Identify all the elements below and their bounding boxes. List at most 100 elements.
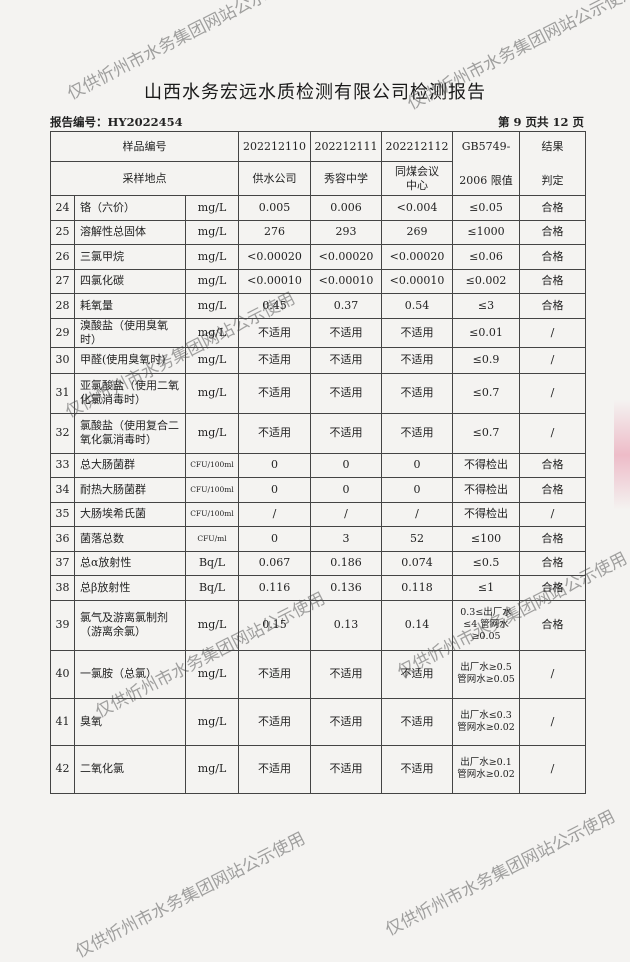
parameter-name: 耗氧量: [74, 293, 186, 319]
table-row: 42 二氧化氯 mg/L 不适用 不适用 不适用 出厂水≥0.1 管网水≥0.02/: [50, 744, 587, 794]
result: /: [519, 649, 587, 699]
value: 不适用: [381, 697, 454, 746]
limit: ≤1000: [452, 219, 521, 245]
result: 合格: [519, 452, 587, 478]
results-table: 样品编号 202212110 202212111 202212112 GB574…: [49, 131, 587, 794]
location-label: 采样地点: [49, 161, 240, 196]
row-number: 33: [50, 452, 75, 478]
table-row: 41 臭氧 mg/L 不适用 不适用 不适用 出厂水≤0.3 管网水≥0.02/: [50, 697, 587, 746]
value: 不适用: [381, 372, 454, 414]
unit: CFU/ml: [184, 526, 240, 552]
row-number: 39: [50, 599, 75, 651]
value: /: [381, 501, 454, 527]
table-row: 37 总α放射性 Bq/L 0.067 0.186 0.074 ≤0.5 合格: [50, 550, 587, 576]
value: 不适用: [310, 697, 383, 746]
location: 同煤会议中心: [381, 161, 454, 196]
result: 合格: [519, 575, 587, 601]
unit: mg/L: [184, 268, 240, 294]
sample-no-label: 样品编号: [49, 131, 240, 162]
parameter-name: 四氯化碳: [74, 268, 186, 294]
value: 269: [381, 219, 454, 245]
value: 0: [238, 452, 312, 478]
value: 不适用: [381, 317, 454, 348]
limit: ≤0.9: [452, 346, 521, 374]
value: 不适用: [310, 346, 383, 374]
header-row-location: 采样地点 供水公司 秀容中学 同煤会议中心: [49, 161, 586, 196]
parameter-name: 菌落总数: [74, 526, 186, 552]
value: 不适用: [238, 697, 312, 746]
unit: mg/L: [184, 412, 240, 454]
limit: ≤0.05: [452, 195, 521, 221]
table-row: 25 溶解性总固体 mg/L 276 293 269 ≤1000 合格: [50, 219, 587, 245]
value: 0.15: [238, 599, 312, 651]
value: 52: [381, 526, 454, 552]
value: 0.067: [238, 550, 312, 576]
result: 合格: [519, 526, 587, 552]
sample-id: 202212111: [310, 131, 383, 162]
value: 不适用: [381, 744, 454, 794]
result: 合格: [519, 195, 587, 221]
standard-label: GB5749-: [461, 139, 511, 153]
result: /: [519, 372, 587, 414]
unit: mg/L: [184, 346, 240, 374]
result: 合格: [519, 244, 587, 270]
value: 0.006: [310, 195, 383, 221]
location: 供水公司: [238, 161, 312, 196]
parameter-name: 二氧化氯: [74, 744, 186, 794]
row-number: 29: [50, 317, 75, 348]
row-number: 28: [50, 293, 75, 319]
row-number: 31: [50, 372, 75, 414]
result: /: [519, 412, 587, 454]
result: /: [519, 346, 587, 374]
value: /: [238, 501, 312, 527]
unit: Bq/L: [184, 575, 240, 601]
location: 秀容中学: [310, 161, 383, 196]
result: 合格: [519, 219, 587, 245]
value: 0: [238, 526, 312, 552]
value: 不适用: [381, 346, 454, 374]
value: 0.074: [381, 550, 454, 576]
parameter-name: 铬（六价）: [74, 195, 186, 221]
result: /: [519, 501, 587, 527]
unit: CFU/100ml: [184, 477, 240, 503]
table-row: 27 四氯化碳 mg/L <0.00010 <0.00010 <0.00010 ≤0.002…: [50, 268, 587, 294]
value: 不适用: [238, 372, 312, 414]
sample-id: 202212112: [381, 131, 454, 162]
result: 合格: [519, 293, 587, 319]
unit: mg/L: [184, 599, 240, 651]
value: <0.004: [381, 195, 454, 221]
unit: mg/L: [184, 649, 240, 699]
value: 不适用: [381, 412, 454, 454]
row-number: 36: [50, 526, 75, 552]
limit: 不得检出: [452, 501, 521, 527]
unit: mg/L: [184, 293, 240, 319]
row-number: 41: [50, 697, 75, 746]
value: <0.00020: [238, 244, 312, 270]
value: 0: [310, 452, 383, 478]
value: 不适用: [310, 372, 383, 414]
value: 0: [310, 477, 383, 503]
table-row: 29 溴酸盐（使用臭氧时） mg/L 不适用 不适用 不适用 ≤0.01/: [50, 317, 587, 348]
table-row: 28 耗氧量 mg/L 0.45 0.37 0.54 ≤3 合格: [50, 293, 587, 319]
page-title: 山西水务宏远水质检测有限公司检测报告: [144, 82, 486, 103]
unit: mg/L: [184, 195, 240, 221]
limit: ≤0.5: [452, 550, 521, 576]
value: 不适用: [310, 649, 383, 699]
limit: ≤0.01: [452, 317, 521, 348]
limit: ≤100: [452, 526, 521, 552]
result: 合格: [519, 599, 587, 651]
parameter-name: 一氯胺（总氯）: [74, 649, 186, 699]
unit: mg/L: [184, 219, 240, 245]
limit: 出厂水≥0.5 管网水≥0.05: [452, 649, 521, 699]
table-row: 35 大肠埃希氏菌 CFU/100ml / / / 不得检出 /: [50, 501, 587, 527]
parameter-name: 溴酸盐（使用臭氧时）: [74, 317, 186, 348]
value: 0.116: [238, 575, 312, 601]
value: /: [310, 501, 383, 527]
value: <0.00020: [381, 244, 454, 270]
result: 合格: [519, 268, 587, 294]
unit: CFU/100ml: [184, 452, 240, 478]
unit: mg/L: [184, 244, 240, 270]
value: 不适用: [238, 744, 312, 794]
row-number: 26: [50, 244, 75, 270]
parameter-name: 总β放射性: [74, 575, 186, 601]
